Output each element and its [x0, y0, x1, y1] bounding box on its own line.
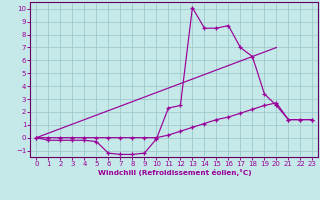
- X-axis label: Windchill (Refroidissement éolien,°C): Windchill (Refroidissement éolien,°C): [98, 169, 251, 176]
